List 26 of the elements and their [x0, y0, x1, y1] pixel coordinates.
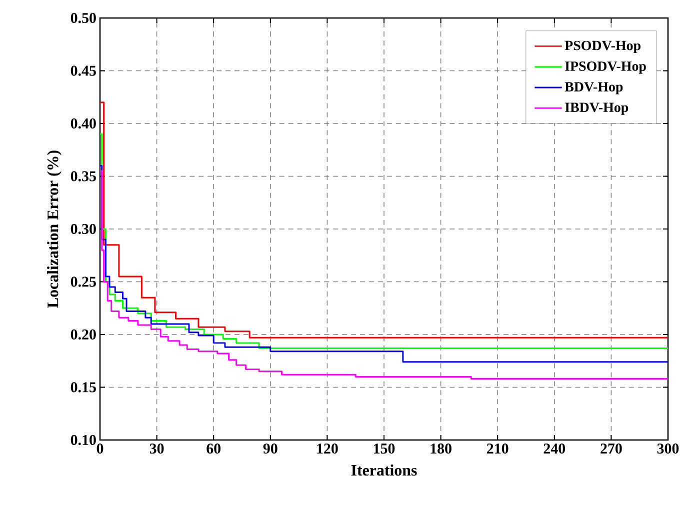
x-tick-label: 120 — [317, 444, 338, 454]
y-tick-label: 0.45 — [70, 66, 96, 76]
y-tick-label: 0.30 — [70, 224, 96, 234]
x-tick-label: 90 — [263, 444, 278, 454]
legend-label: IPSODV-Hop — [565, 62, 646, 74]
legend-label: BDV-Hop — [564, 82, 623, 94]
x-axis-title: Iterations — [351, 464, 417, 476]
y-tick-label: 0.20 — [70, 329, 96, 340]
x-tick-label: 180 — [430, 444, 452, 454]
x-tick-label: 240 — [544, 444, 566, 454]
y-tick-label: 0.25 — [70, 276, 96, 287]
y-tick-label: 0.50 — [70, 12, 96, 24]
y-tick-label: 0.10 — [70, 434, 96, 446]
x-tick-label: 60 — [206, 444, 221, 454]
x-tick-label: 300 — [657, 444, 679, 454]
x-tick-label: 30 — [150, 444, 164, 454]
x-tick-label: 150 — [374, 444, 395, 454]
y-axis-title: Localization Error (%) — [47, 150, 62, 308]
x-tick-label: 270 — [600, 444, 622, 454]
x-tick-label: 210 — [487, 444, 508, 454]
y-tick-label: 0.40 — [70, 118, 96, 129]
legend-label: IBDV-Hop — [565, 102, 628, 115]
y-tick-label: 0.35 — [70, 171, 96, 182]
x-tick-label: 0 — [96, 444, 104, 454]
legend-label: PSODV-Hop — [564, 40, 640, 54]
y-tick-label: 0.15 — [70, 382, 96, 392]
